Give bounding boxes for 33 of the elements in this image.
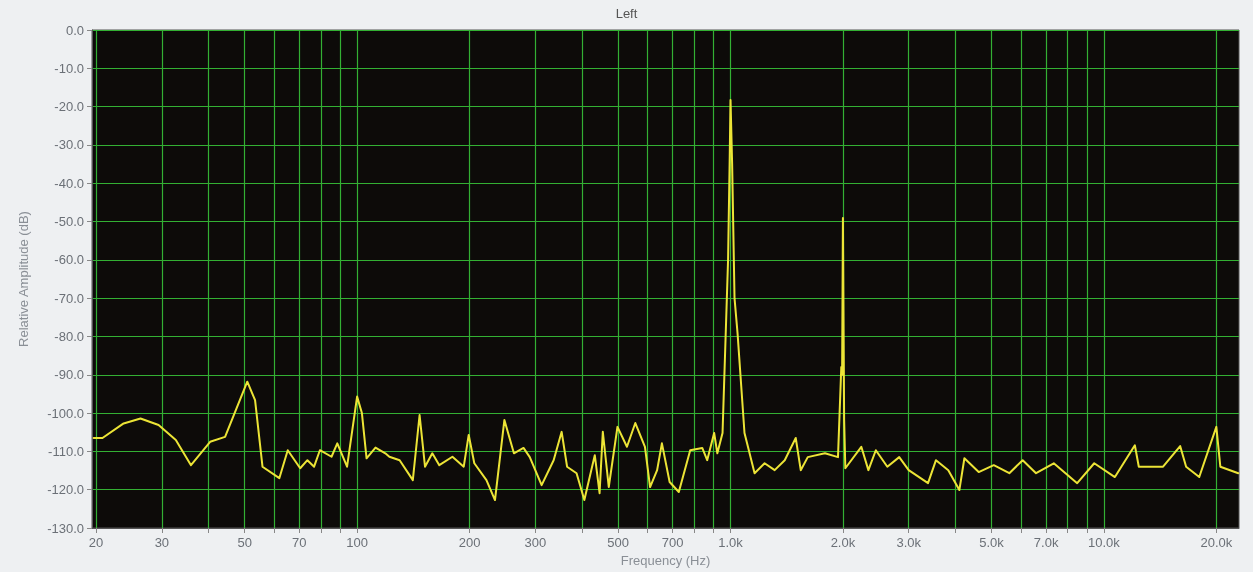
y-tick-label: -70.0	[54, 290, 84, 306]
x-tick-label: 20	[88, 535, 104, 550]
x-tick-label: 5.0k	[979, 535, 1005, 550]
x-axis-title: Frequency (Hz)	[620, 552, 711, 568]
x-tick-label: 30	[154, 535, 170, 550]
y-tick-label: -90.0	[54, 367, 84, 383]
x-tick-label: 300	[524, 535, 547, 550]
y-tick-label: -10.0	[54, 60, 84, 76]
x-tick-label: 10.0k	[1088, 535, 1121, 550]
x-tick-label: 700	[661, 535, 684, 550]
x-tick-label: 500	[607, 535, 629, 550]
x-tick-label: 2.0k	[830, 535, 856, 550]
y-tick-label: 0.0	[65, 22, 84, 38]
y-tick-label: -130.0	[47, 520, 84, 536]
y-tick-label: -30.0	[54, 137, 84, 153]
x-tick-label: 70	[292, 535, 307, 550]
x-tick-label: 7.0k	[1033, 535, 1059, 550]
x-tick-label: 3.0k	[896, 535, 922, 550]
x-tick-label: 50	[237, 535, 252, 550]
y-tick-label: -50.0	[54, 214, 84, 230]
y-tick-label: -20.0	[54, 99, 84, 115]
y-tick-label: -60.0	[54, 252, 84, 268]
y-axis-title: Relative Amplitude (dB)	[16, 211, 31, 347]
x-tick-label: 200	[458, 535, 481, 550]
x-tick-label: 20.0k	[1200, 535, 1233, 550]
chart-title: Left	[615, 6, 638, 21]
y-tick-label: -100.0	[47, 405, 84, 421]
x-tick-label: 1.0k	[718, 535, 744, 550]
y-tick-label: -110.0	[48, 443, 84, 459]
y-tick-label: -80.0	[54, 328, 84, 344]
x-tick-label: 100	[346, 535, 368, 550]
y-tick-label: -40.0	[54, 175, 84, 191]
y-tick-label: -120.0	[47, 482, 84, 498]
